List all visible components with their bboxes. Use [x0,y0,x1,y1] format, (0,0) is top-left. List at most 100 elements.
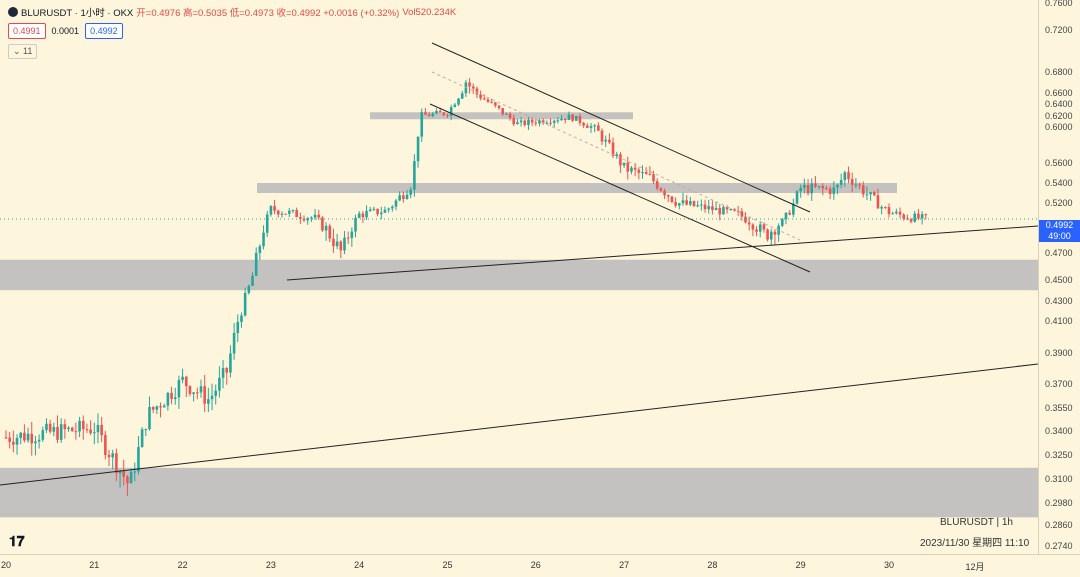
candle-body [52,427,56,432]
candle-body [93,432,96,434]
candle-body [346,237,350,239]
candle-body [887,207,891,215]
candle-body [273,206,276,211]
candle-body [766,229,769,240]
price-tick-label: 0.6200 [1045,110,1073,121]
candle-body [129,471,133,484]
candle-body [391,206,394,209]
candle-body [137,447,140,472]
candle-body [666,195,670,197]
candle-body [343,237,346,251]
chart-legend: BLURUSDT · 1小时 · OKX 开=0.4976 高=0.5035 低… [8,5,456,19]
candle-body [552,120,556,123]
candle-body [276,210,280,215]
candle-body [641,171,644,173]
price-tick-label: 0.7600 [1045,0,1073,8]
candle-body [501,108,504,115]
candlestick-chart[interactable] [0,0,1039,554]
candle-body [107,454,111,458]
candle-body [626,162,630,172]
candle-body [549,122,552,124]
candle-body [608,139,611,143]
candle-body [847,172,850,179]
candle-body [67,427,70,430]
candle-body [48,423,52,432]
candle-body [655,181,659,189]
ohlc-values: 开=0.4976 高=0.5035 低=0.4973 收=0.4992 +0.0… [136,8,400,19]
candle-body [30,433,34,444]
candle-body [361,213,365,218]
candle-body [232,332,236,354]
candle-body [541,120,545,124]
price-tick-label: 0.4100 [1045,316,1073,326]
candle-body [104,435,107,455]
time-tick-label: 21 [89,560,100,570]
candle-body [924,214,928,216]
candle-body [482,98,486,100]
candle-body [751,224,755,230]
sell-button[interactable]: 0.4991 [8,23,46,39]
candle-body [869,192,872,195]
candle-body [188,386,192,394]
candle-body [416,136,420,162]
time-tick-label: 29 [795,560,806,570]
candle-body [814,183,817,187]
candle-body [516,122,519,125]
candle-body [920,214,924,219]
price-tick-label: 0.5200 [1045,198,1073,208]
price-tick-label: 0.7200 [1045,25,1073,35]
candle-body [144,428,148,430]
time-axis[interactable]: 20 21 22 23 24 25 26 27 28 29 30 12月 [0,554,1080,577]
candle-body [299,217,302,219]
candle-body [280,213,284,215]
candle-body [12,441,15,445]
price-tick-label: 0.2980 [1045,498,1073,508]
candle-body [861,185,865,195]
support-resistance-zone [0,467,1038,518]
buy-button[interactable]: 0.4992 [85,23,123,39]
candle-body [251,275,254,286]
candle-body [810,183,814,194]
indicators-toggle[interactable]: ⌄ 11 [8,44,38,59]
candle-body [490,101,493,103]
candle-body [376,208,379,215]
candle-body [740,211,744,217]
candle-body [714,207,718,211]
symbol-title[interactable]: BLURUSDT · 1小时 · OKX [21,8,134,19]
candle-body [839,180,843,185]
candle-body [225,368,229,373]
candle-body [586,125,589,128]
candle-body [692,201,696,207]
candle-body [567,114,571,121]
candle-body [85,429,89,431]
candle-body [898,211,902,215]
channel-midline [431,71,801,241]
candle-body [59,424,63,440]
price-tick-label: 0.4500 [1045,275,1073,285]
candle-body [711,206,714,211]
candle-body [431,113,435,117]
candle-body [556,120,560,122]
candle-body [593,125,596,127]
candle-body [148,406,151,429]
price-tick-label: 0.5600 [1045,158,1073,168]
candle-body [184,376,188,387]
candle-body [744,216,747,223]
candle-body [438,110,442,113]
time-tick-label: 12月 [965,562,985,572]
candle-body [34,441,37,444]
candle-body [89,429,92,434]
candle-body [70,427,74,432]
chart-area[interactable] [0,0,1039,554]
candle-body [111,453,114,458]
price-axis[interactable]: 0.2740 0.2860 0.2980 0.3100 0.3250 0.3400 0.35… [1038,0,1080,554]
candle-body [387,208,390,210]
tradingview-logo-icon[interactable]: 𝟏𝟕 [9,533,25,549]
candle-body [162,405,166,408]
price-tick-label: 0.5400 [1045,178,1073,188]
candle-body [659,188,663,191]
candle-body [247,285,251,293]
candle-body [747,222,751,225]
candle-body [784,212,788,220]
price-tick-label: 0.4700 [1045,248,1073,258]
